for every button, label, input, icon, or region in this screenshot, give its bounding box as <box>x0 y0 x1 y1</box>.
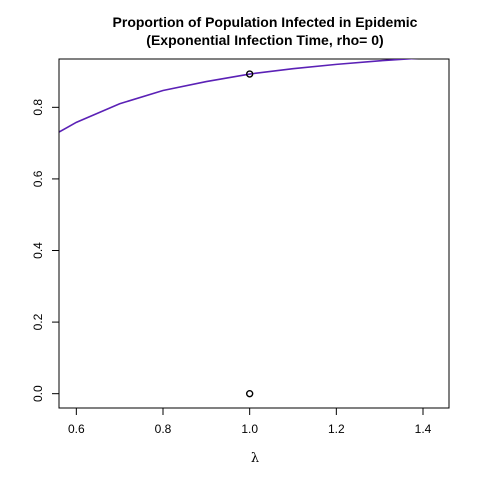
x-tick-label: 1.4 <box>415 422 432 436</box>
y-tick-label: 0.2 <box>31 313 45 330</box>
x-tick-label: 0.6 <box>68 422 85 436</box>
chart-title-line-1: Proportion of Population Infected in Epi… <box>113 14 418 30</box>
x-axis: 0.6 0.8 1.0 1.2 1.4 <box>68 407 432 436</box>
y-tick-label: 0.8 <box>31 99 45 116</box>
y-tick-label: 0.0 <box>31 385 45 402</box>
y-tick-label: 0.4 <box>31 242 45 259</box>
data-point <box>245 389 254 398</box>
plot-frame <box>58 58 450 409</box>
x-tick-label: 1.0 <box>241 422 258 436</box>
x-tick-label: 0.8 <box>155 422 172 436</box>
chart-title-line-2: (Exponential Infection Time, rho= 0) <box>146 32 383 48</box>
series-line <box>59 59 419 134</box>
x-axis-label: λ <box>251 451 259 466</box>
y-axis: 0.0 0.2 0.4 0.6 0.8 <box>31 99 60 402</box>
y-tick-label: 0.6 <box>31 170 45 187</box>
x-tick-label: 1.2 <box>328 422 345 436</box>
plot-area <box>59 59 419 398</box>
data-point <box>245 70 254 78</box>
